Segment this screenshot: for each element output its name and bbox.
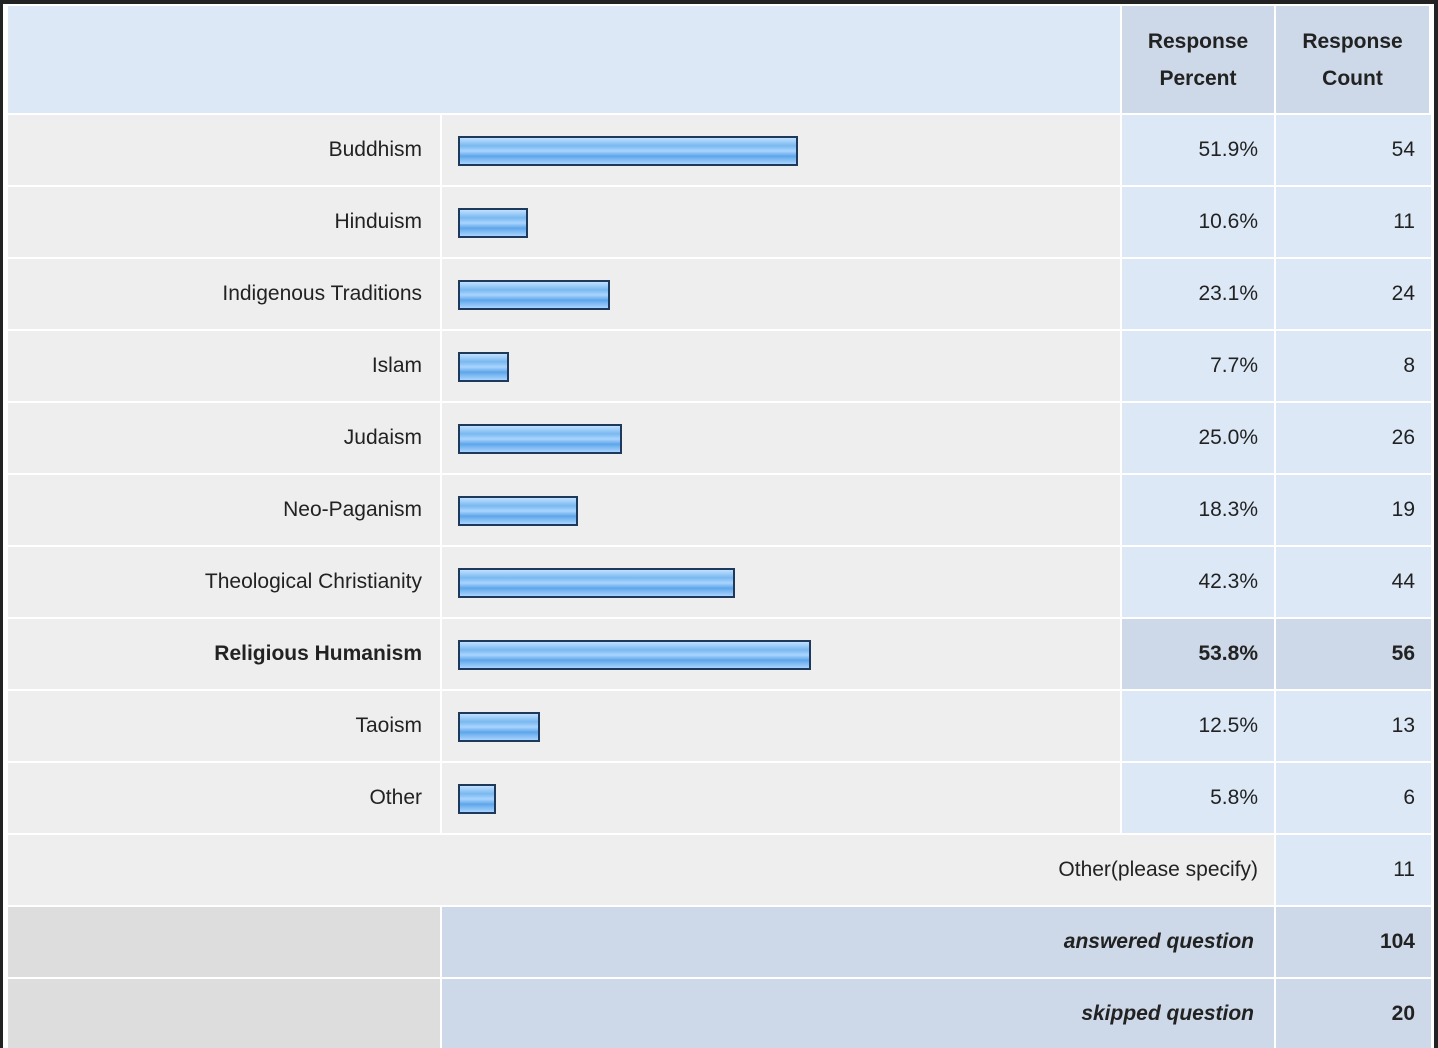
count: 6 — [1276, 763, 1431, 833]
other-count: 11 — [1276, 835, 1431, 905]
bar-cell — [442, 187, 1120, 257]
category-label: Religious Humanism — [8, 619, 440, 689]
category-label: Islam — [8, 331, 440, 401]
percent: 12.5% — [1122, 691, 1274, 761]
percent: 23.1% — [1122, 259, 1274, 329]
header-label: Response Percent — [1122, 6, 1274, 113]
other-label: Other(please specify) — [8, 835, 1274, 905]
bar — [458, 424, 622, 454]
category-label: Indigenous Traditions — [8, 259, 440, 329]
answered-count: 104 — [1276, 907, 1431, 977]
category-label: Neo-Paganism — [8, 475, 440, 545]
bar — [458, 208, 528, 238]
border — [0, 0, 1438, 4]
count: 44 — [1276, 547, 1431, 617]
category-label: Theological Christianity — [8, 547, 440, 617]
category-label: Taoism — [8, 691, 440, 761]
percent: 42.3% — [1122, 547, 1274, 617]
bar — [458, 568, 736, 598]
header-cell — [8, 6, 1120, 113]
bar-cell — [442, 763, 1120, 833]
bar — [458, 496, 579, 526]
bar-cell — [442, 691, 1120, 761]
border — [0, 0, 3, 1048]
count: 56 — [1276, 619, 1431, 689]
percent: 18.3% — [1122, 475, 1274, 545]
count: 8 — [1276, 331, 1431, 401]
percent: 5.8% — [1122, 763, 1274, 833]
category-label: Judaism — [8, 403, 440, 473]
bar — [458, 784, 497, 814]
bar — [458, 712, 540, 742]
count: 11 — [1276, 187, 1431, 257]
summary-blank — [8, 979, 440, 1048]
bar — [458, 136, 799, 166]
count: 54 — [1276, 115, 1431, 185]
percent: 25.0% — [1122, 403, 1274, 473]
skipped-label: skipped question — [442, 979, 1274, 1048]
count: 24 — [1276, 259, 1431, 329]
bar — [458, 280, 610, 310]
category-label: Buddhism — [8, 115, 440, 185]
percent: 51.9% — [1122, 115, 1274, 185]
answered-label: answered question — [442, 907, 1274, 977]
bar — [458, 352, 509, 382]
count: 19 — [1276, 475, 1431, 545]
percent: 53.8% — [1122, 619, 1274, 689]
bar-cell — [442, 331, 1120, 401]
percent: 10.6% — [1122, 187, 1274, 257]
skipped-count: 20 — [1276, 979, 1431, 1048]
category-label: Other — [8, 763, 440, 833]
count: 13 — [1276, 691, 1431, 761]
category-label: Hinduism — [8, 187, 440, 257]
summary-blank — [8, 907, 440, 977]
count: 26 — [1276, 403, 1431, 473]
header-label: Response Count — [1276, 6, 1429, 113]
percent: 7.7% — [1122, 331, 1274, 401]
bar — [458, 640, 811, 670]
border — [1434, 0, 1438, 1048]
